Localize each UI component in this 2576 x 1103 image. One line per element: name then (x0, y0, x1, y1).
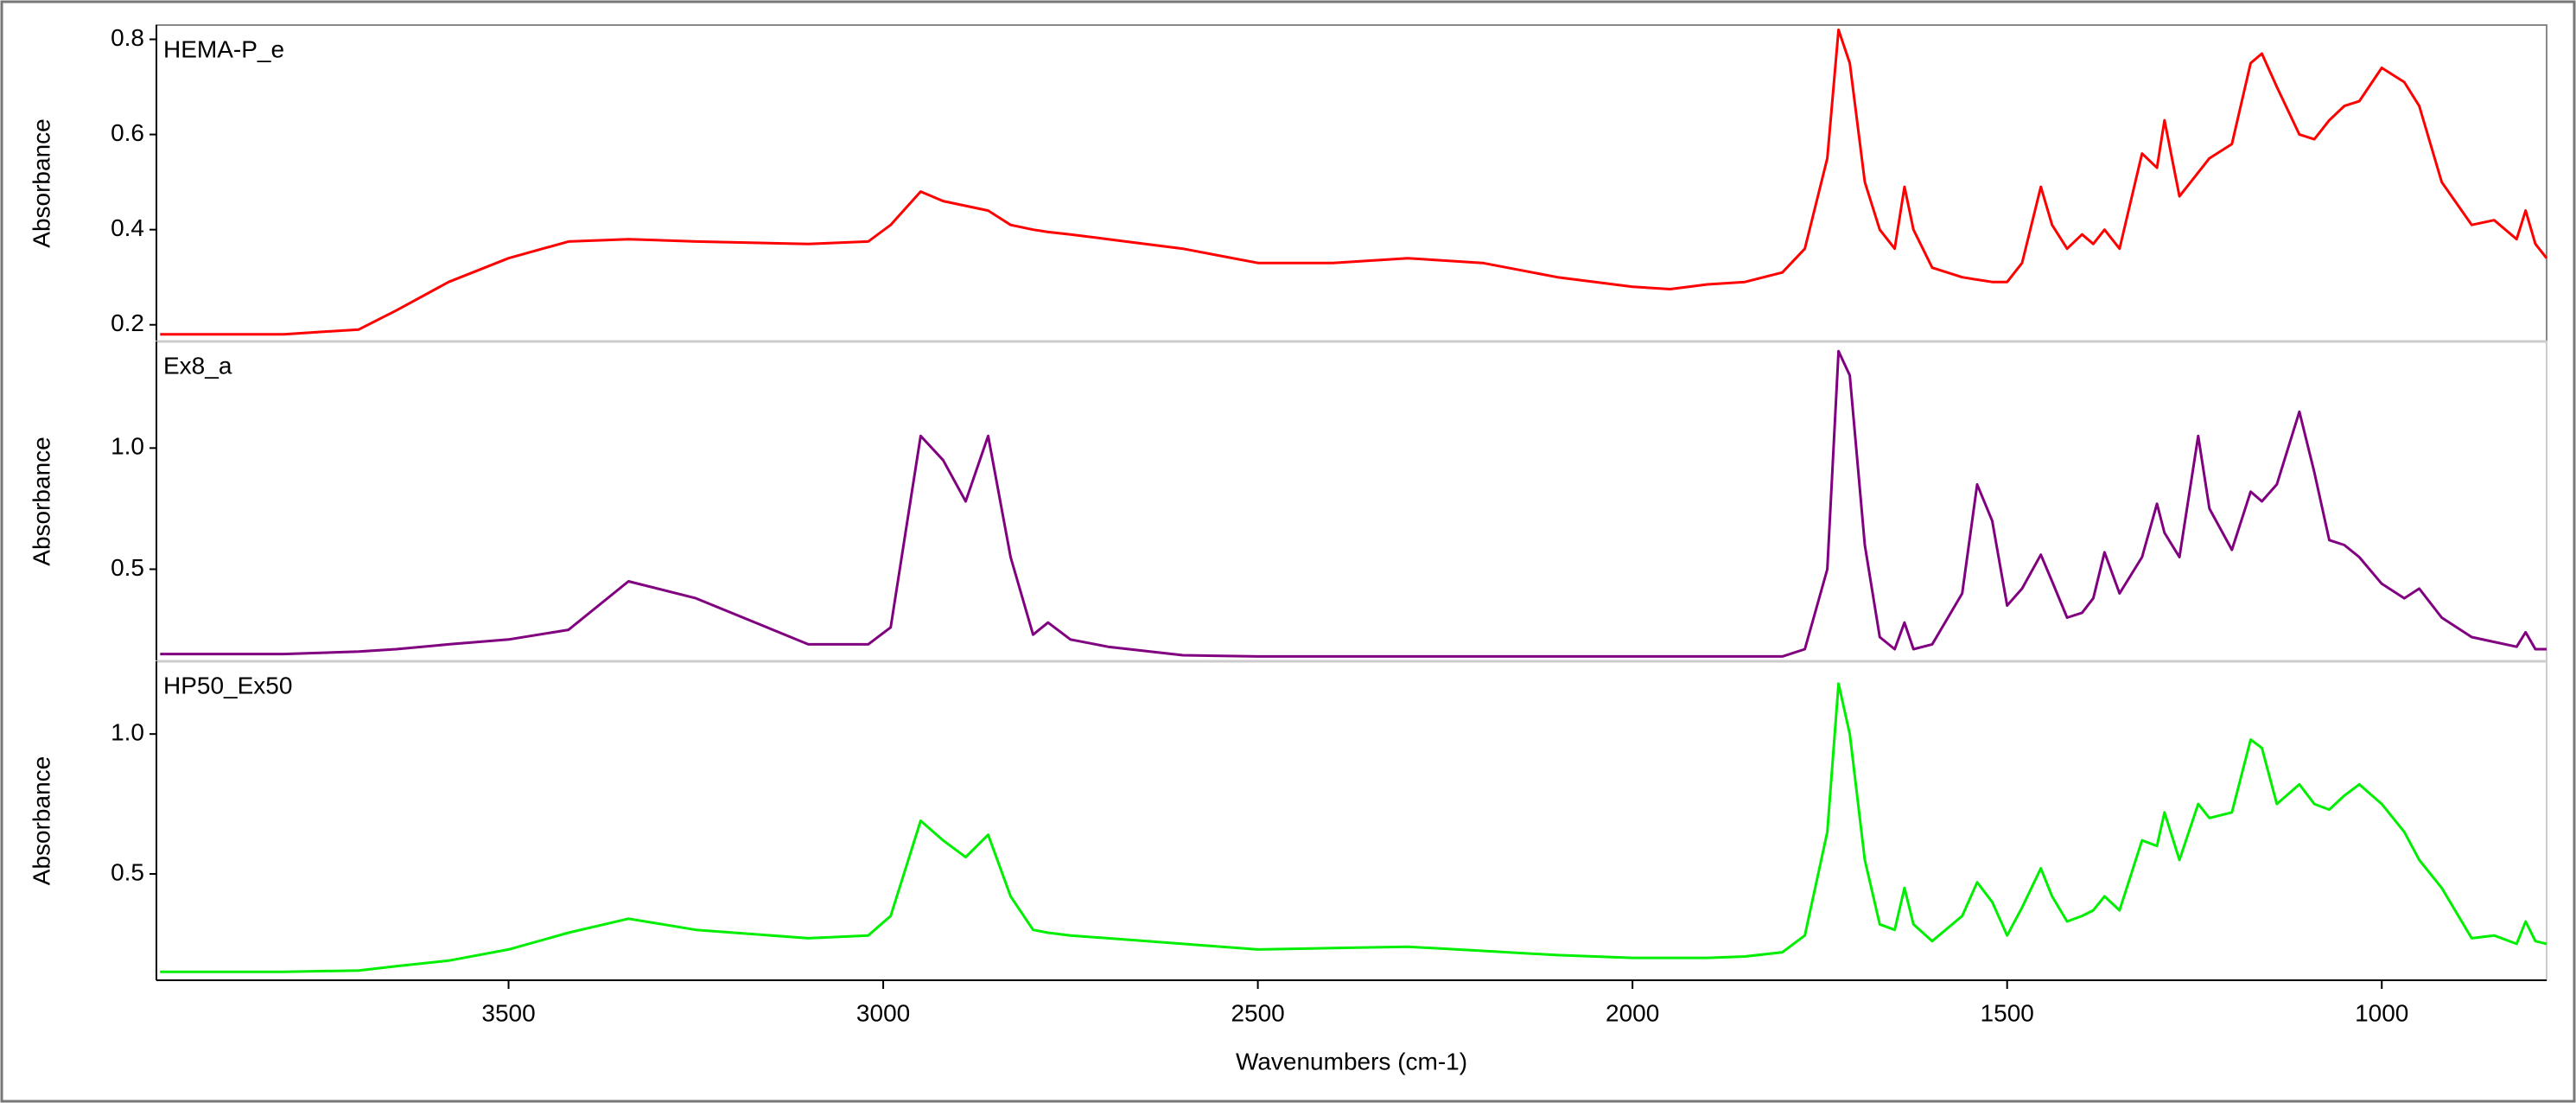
x-tick-label: 1500 (1981, 999, 2034, 1026)
y-tick-label: 0.6 (111, 119, 144, 146)
y-tick-label: 0.5 (111, 554, 144, 581)
y-tick-label: 0.8 (111, 24, 144, 51)
spectrum-line (160, 682, 2547, 973)
y-tick-label: 0.2 (111, 309, 144, 336)
x-tick-label: 2500 (1231, 999, 1284, 1026)
y-tick-label: 0.4 (111, 214, 144, 241)
y-tick-label: 0.5 (111, 858, 144, 885)
y-axis-label: Absorbance (28, 437, 54, 565)
y-tick-label: 1.0 (111, 433, 144, 460)
x-tick-label: 3500 (481, 999, 535, 1026)
y-axis-label: Absorbance (28, 118, 54, 247)
y-axis-label: Absorbance (28, 756, 54, 885)
x-tick-label: 2000 (1606, 999, 1659, 1026)
y-tick-label: 1.0 (111, 719, 144, 746)
x-tick-label: 3000 (856, 999, 910, 1026)
spectrum-label: HP50_Ex50 (163, 672, 292, 698)
x-tick-label: 1000 (2355, 999, 2408, 1026)
spectrum-label: HEMA-P_e (163, 35, 284, 62)
spectrum-line (160, 29, 2548, 336)
x-axis-label: Wavenumbers (cm-1) (1236, 1048, 1467, 1074)
spectrum-line (160, 349, 2547, 658)
spectrum-label: Ex8_a (163, 352, 232, 379)
